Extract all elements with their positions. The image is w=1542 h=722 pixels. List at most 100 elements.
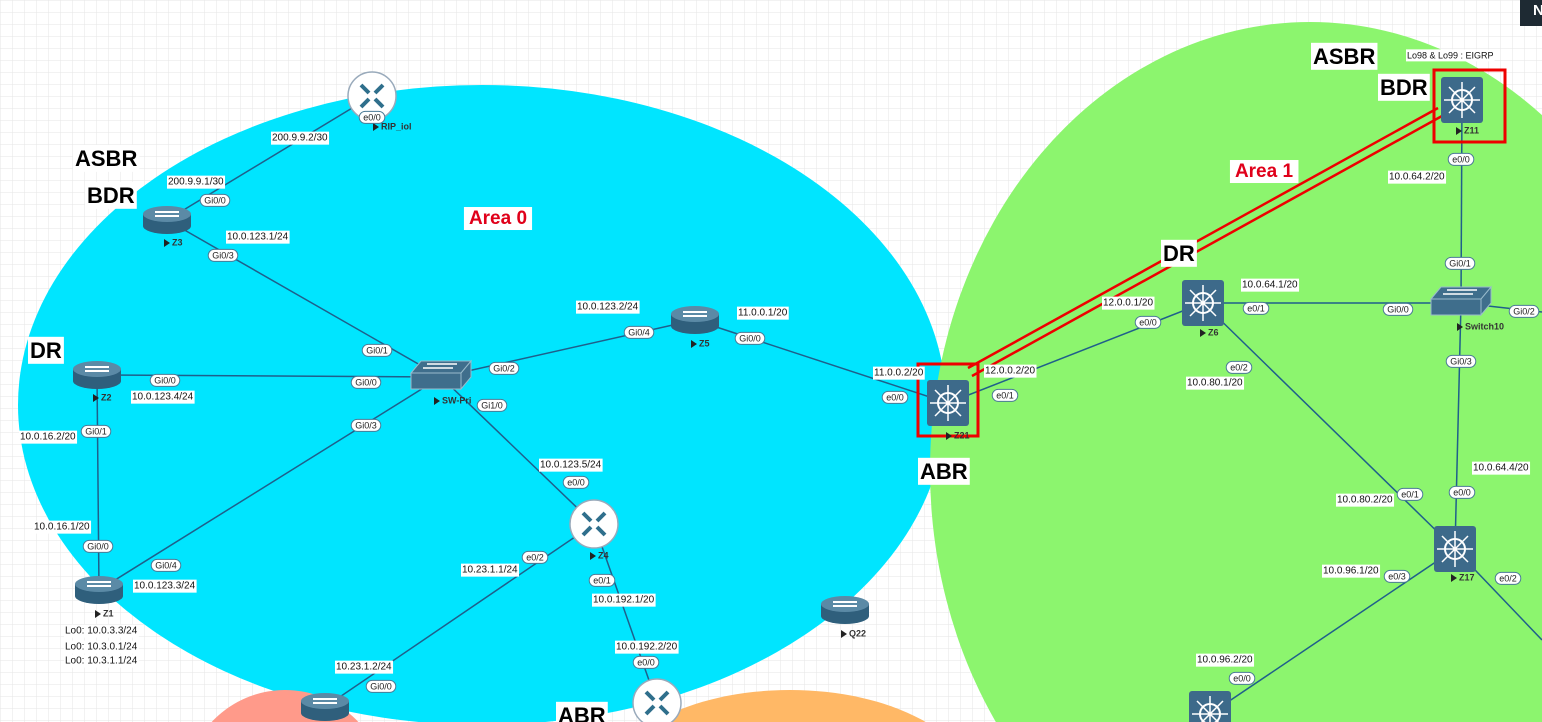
- l3-arrows: [1444, 82, 1480, 118]
- interface-pill: [521, 550, 549, 564]
- interface-pill: [1508, 304, 1540, 318]
- node-label: SW-Pri: [442, 395, 471, 405]
- expand-icon: [1451, 574, 1457, 582]
- router-bottom: [671, 318, 719, 334]
- l3-arrows: [1185, 285, 1221, 321]
- role-label: ASBR: [1313, 44, 1375, 69]
- switch-body: [1429, 285, 1493, 317]
- interface-pill: [80, 424, 112, 438]
- interface-label: Gi0/0: [154, 375, 176, 385]
- ip-address-bg: [131, 390, 195, 404]
- interface-label: e0/2: [1230, 362, 1248, 372]
- ip-address-bg: [1388, 170, 1447, 184]
- link: [166, 219, 442, 378]
- interface-pill: [1448, 485, 1476, 499]
- interface-pill: [1134, 315, 1162, 329]
- ip-address: 10.0.64.4/20: [1473, 463, 1529, 474]
- router-top: [73, 361, 121, 377]
- interface-pill: [1396, 487, 1424, 501]
- device-icon: [143, 206, 191, 234]
- ip-address-bg: [1336, 493, 1395, 507]
- router-arrows: [683, 311, 707, 317]
- expand-icon: [164, 239, 170, 247]
- expand-icon: [1456, 127, 1462, 135]
- device-icon: [1441, 77, 1483, 123]
- node-label: Z17: [1459, 572, 1475, 582]
- note: Lo98 & Lo99 : EIGRP: [1407, 50, 1494, 60]
- note: Lo0: 10.3.1.1/24: [65, 656, 138, 667]
- interface-label: Gi0/1: [85, 426, 107, 436]
- interface-label: e0/0: [886, 392, 904, 402]
- router-arrows: [359, 83, 385, 109]
- area-label: Area 0: [469, 208, 527, 229]
- note: Lo0: 10.3.0.1/24: [65, 642, 138, 653]
- role-bg: [1161, 239, 1197, 267]
- ip-address: 10.0.123.4/24: [132, 392, 194, 403]
- interface-label: e0/0: [363, 112, 381, 122]
- link: [1454, 302, 1462, 550]
- ip-address-bg: [133, 579, 197, 593]
- router-top: [143, 206, 191, 222]
- role-bg: [1311, 42, 1378, 70]
- role-label: ABR: [920, 459, 968, 484]
- interface-label: Gi0/0: [355, 377, 377, 387]
- ip-address: 12.0.0.2/20: [985, 366, 1035, 377]
- ip-address: 10.0.64.1/20: [1242, 280, 1298, 291]
- expand-icon: [691, 340, 697, 348]
- interface-label: Gi0/1: [1449, 258, 1471, 268]
- expand-icon: [373, 123, 379, 131]
- interface-pill: [361, 343, 393, 357]
- zone: [654, 690, 926, 722]
- switch-arrows: [1443, 289, 1477, 295]
- router-round: [632, 678, 682, 722]
- interface-pill: [881, 390, 909, 404]
- ip-address: 10.0.192.1/20: [593, 595, 655, 606]
- node-label: Z21: [954, 430, 970, 440]
- expand-icon: [1200, 329, 1206, 337]
- node-label: Z3: [172, 237, 183, 247]
- router-bottom: [821, 608, 869, 624]
- ip-address: 10.23.1.1/24: [462, 565, 518, 576]
- link: [1202, 302, 1456, 550]
- router-bottom: [143, 218, 191, 234]
- device-icon: [927, 380, 969, 426]
- router-arrows: [87, 581, 111, 587]
- interface-label: e0/0: [1233, 673, 1251, 683]
- ip-address-bg: [1196, 653, 1255, 667]
- ip-address: 11.0.0.1/20: [738, 308, 788, 319]
- role-bg: [556, 701, 608, 722]
- router-top: [75, 576, 123, 592]
- device-icon: [1434, 526, 1476, 572]
- device-icon: [75, 576, 123, 604]
- ip-address-bg: [1241, 278, 1300, 292]
- role-bg: [918, 457, 970, 485]
- link: [1209, 548, 1456, 715]
- router-top: [821, 596, 869, 612]
- ip-address: 10.0.192.2/20: [616, 642, 678, 653]
- interface-label: e0/3: [1388, 571, 1406, 581]
- note-bg: [64, 654, 139, 668]
- interface-pill: [1494, 571, 1522, 585]
- expand-icon: [93, 394, 99, 402]
- interface-label: e0/1: [1401, 489, 1419, 499]
- ip-address: 10.23.1.2/24: [336, 662, 392, 673]
- router-arrows: [313, 698, 337, 704]
- interface-label: Gi1/0: [481, 400, 503, 410]
- router-bottom: [75, 588, 123, 604]
- device-icon: [632, 678, 682, 722]
- role-label: BDR: [87, 183, 135, 208]
- role-bg: [73, 144, 140, 172]
- interface-pill: [623, 325, 655, 339]
- ip-address: 11.0.0.2/20: [874, 368, 924, 379]
- highlight: [916, 68, 1507, 438]
- interface-label: e0/0: [1453, 487, 1471, 497]
- ip-address-bg: [19, 430, 78, 444]
- link: [440, 376, 595, 525]
- interface-label: Gi0/0: [1387, 304, 1409, 314]
- interface-pill: [199, 193, 231, 207]
- device-icon: [347, 71, 397, 121]
- interface-label: e0/2: [526, 552, 544, 562]
- device-icon: [1429, 285, 1493, 317]
- interface-label: e0/1: [996, 390, 1014, 400]
- ip-address-bg: [873, 366, 925, 380]
